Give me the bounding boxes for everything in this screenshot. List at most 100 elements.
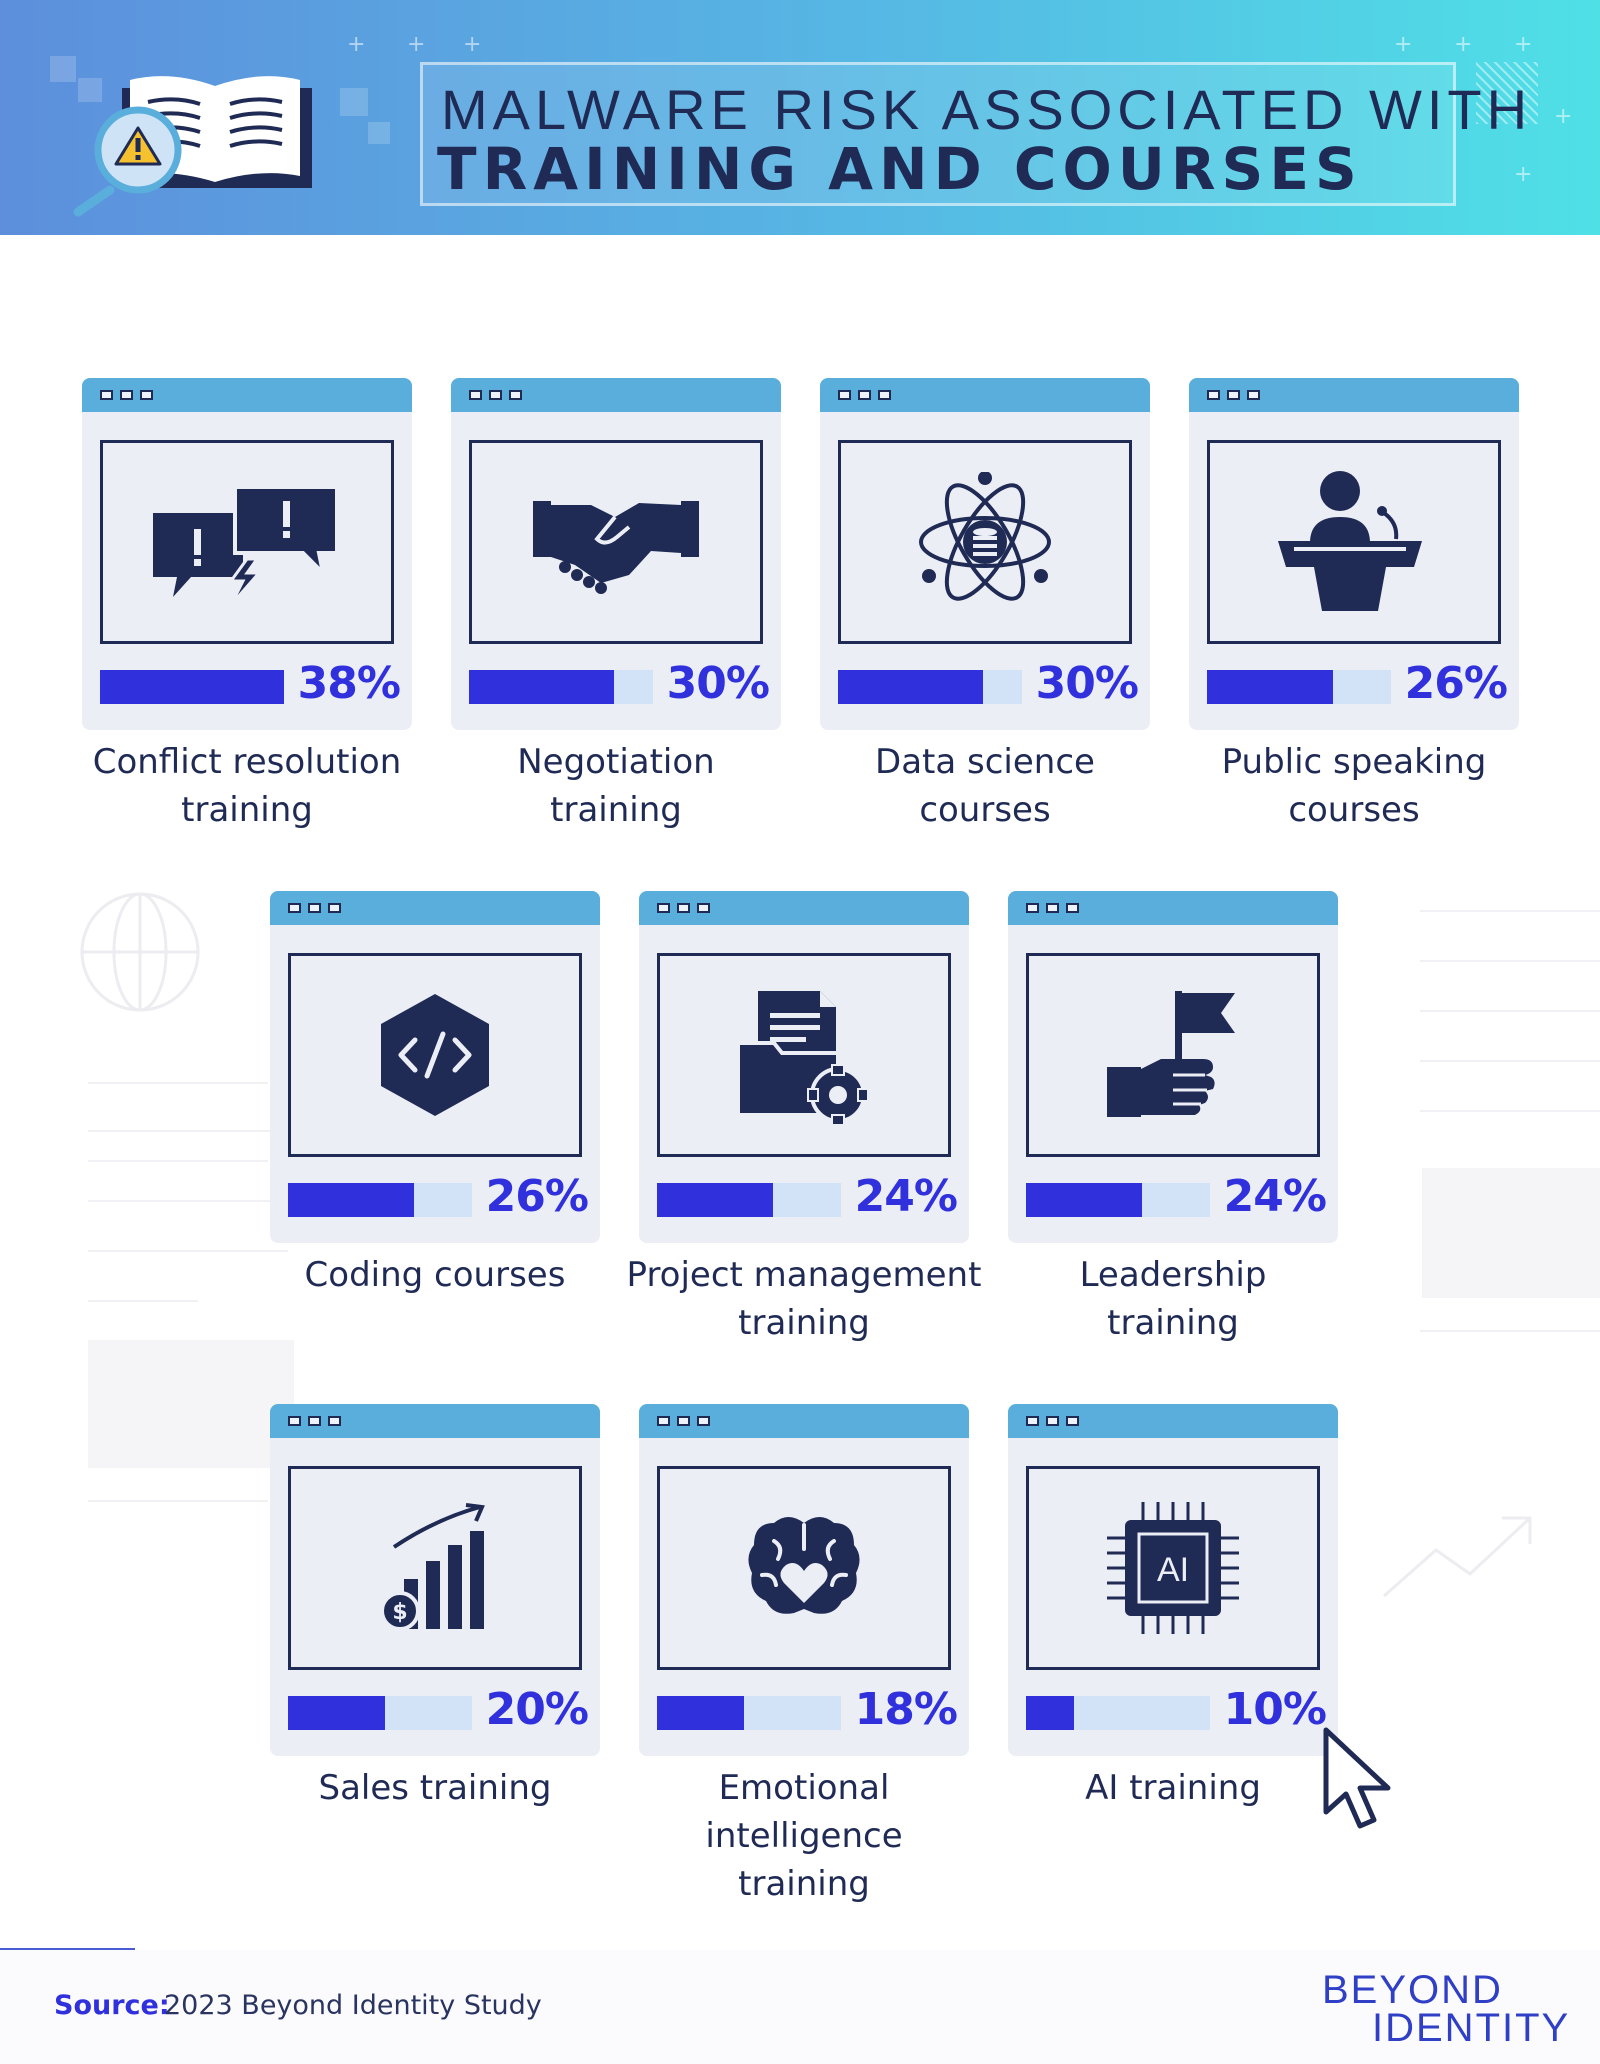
icon-screen [1026,953,1320,1157]
icon-screen [100,440,394,644]
progress-track [288,1696,472,1730]
window-dot-icon [100,390,113,400]
course-label-line: Leadership [1079,1255,1267,1295]
faint-line [88,1130,288,1132]
footer-divider [0,1948,135,1950]
window-dot-icon [677,1416,690,1426]
course-label: Conflict resolution training [67,738,427,834]
course-label-line: courses [919,790,1051,830]
window-titlebar [1008,891,1338,925]
course-card: 18% [639,1404,969,1756]
course-label-line: training [738,1864,870,1904]
faint-line [88,1160,268,1162]
window-dot-icon [489,390,502,400]
progress-fill [288,1696,385,1730]
progress-track [657,1183,841,1217]
decor-square [50,56,76,82]
decor-plus-icon: + [1454,32,1473,57]
progress-track [469,670,653,704]
decor-square [78,78,102,102]
icon-screen: AI [1026,1466,1320,1670]
percentage-value: 10% [1223,1684,1327,1735]
percentage-value: 20% [485,1684,589,1735]
faint-globe-icon [80,892,200,1012]
course-label-line: Negotiation [517,742,715,782]
course-label: Negotiation training [436,738,796,834]
faint-line [88,1250,288,1252]
window-titlebar [820,378,1150,412]
window-dot-icon [657,903,670,913]
course-card: 26% [270,891,600,1243]
window-dot-icon [677,903,690,913]
footer [0,1950,1600,2064]
faint-line [1420,960,1600,962]
course-label-line: training [1107,1303,1239,1343]
percentage-value: 38% [297,658,401,709]
course-label-line: Conflict resolution [92,742,402,782]
faint-line [1420,1010,1600,1012]
window-dot-icon [838,390,851,400]
title-box: MALWARE RISK ASSOCIATED WITH TRAINING AN… [420,62,1527,206]
faint-block [88,1340,294,1468]
window-dot-icon [1207,390,1220,400]
chip-label: AI [1157,1551,1189,1589]
window-dot-icon [308,903,321,913]
window-dot-icon [1046,903,1059,913]
course-card: 24% [1008,891,1338,1243]
window-dot-icon [288,903,301,913]
window-dot-icon [1026,903,1039,913]
course-label-line: training [550,790,682,830]
course-card: 30% [451,378,781,730]
window-titlebar [639,1404,969,1438]
window-dot-icon [308,1416,321,1426]
source-text: 2023 Beyond Identity Study [164,1990,542,2021]
decor-plus-icon: + [407,32,426,57]
window-dot-icon [328,903,341,913]
progress-fill [838,670,983,704]
percentage-value: 30% [666,658,770,709]
window-titlebar [1189,378,1519,412]
percentage-value: 24% [854,1171,958,1222]
window-titlebar [1008,1404,1338,1438]
window-dot-icon [1247,390,1260,400]
course-label-line: AI training [1085,1768,1261,1808]
icon-screen [838,440,1132,644]
window-dot-icon [858,390,871,400]
progress-fill [469,670,614,704]
window-dot-icon [140,390,153,400]
window-dot-icon [469,390,482,400]
icon-screen [1207,440,1501,644]
window-titlebar [639,891,969,925]
faint-line [88,1300,198,1302]
course-card: $ 20% [270,1404,600,1756]
icon-screen [288,953,582,1157]
icon-screen [657,1466,951,1670]
course-label: Project management training [624,1251,984,1347]
percentage-value: 18% [854,1684,958,1735]
mouse-cursor-icon [1323,1727,1391,1829]
window-dot-icon [1066,903,1079,913]
decor-plus-icon: + [1554,104,1573,129]
course-label-line: Emotional intelligence [705,1768,903,1856]
percentage-value: 30% [1035,658,1139,709]
progress-track [657,1696,841,1730]
window-dot-icon [657,1416,670,1426]
decor-plus-icon: + [347,32,366,57]
title-line-1: MALWARE RISK ASSOCIATED WITH [441,78,1533,141]
faint-line [1420,1110,1600,1112]
icon-screen: $ [288,1466,582,1670]
progress-track [100,670,284,704]
course-card: 30% [820,378,1150,730]
decor-square [368,122,390,144]
window-dot-icon [697,903,710,913]
logo-line-1: BEYOND [1322,1968,1503,2012]
progress-track [838,670,1022,704]
course-label-line: training [181,790,313,830]
window-dot-icon [509,390,522,400]
progress-track [1026,1696,1210,1730]
faint-line [88,1082,268,1084]
progress-track [288,1183,472,1217]
window-titlebar [270,891,600,925]
decor-plus-icon: + [1514,32,1533,57]
faint-line [88,1200,288,1202]
